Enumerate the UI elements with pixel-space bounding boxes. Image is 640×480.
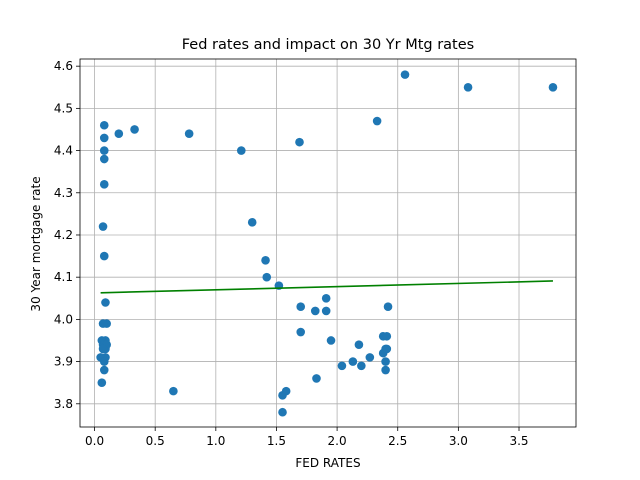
data-point (348, 357, 358, 366)
x-tick-label: 2.5 (388, 434, 407, 448)
plot-frame (79, 58, 577, 428)
y-tick-label: 4.2 (54, 228, 73, 242)
data-point (114, 129, 124, 138)
data-point (354, 340, 364, 350)
x-tick-label: 0.5 (146, 434, 165, 448)
data-point (98, 319, 108, 328)
data-point (382, 344, 392, 354)
data-point (261, 256, 270, 265)
data-point (99, 180, 109, 189)
data-point (295, 137, 304, 147)
data-point (381, 357, 390, 366)
data-point (97, 378, 107, 387)
data-point (321, 306, 331, 316)
data-point (383, 302, 393, 312)
y-axis-label: 30 Year mortgage rate (29, 176, 43, 311)
data-point (99, 146, 109, 155)
y-tick-label: 3.9 (54, 355, 73, 369)
data-point (99, 133, 109, 143)
data-point (326, 336, 336, 345)
data-point (463, 82, 473, 92)
data-point (337, 361, 347, 371)
data-point (262, 272, 272, 282)
data-point (98, 344, 108, 354)
y-axis-ticks: 3.8 3.9 4.0 4.1 4.2 4.3 4.4 4.5 4.6 (54, 59, 80, 411)
data-point (130, 125, 139, 134)
data-point (99, 154, 109, 164)
data-point (278, 407, 287, 417)
chart-title: Fed rates and impact on 30 Yr Mtg rates (182, 37, 474, 53)
data-point (99, 251, 109, 261)
data-point (99, 357, 109, 366)
data-point (281, 386, 291, 396)
x-tick-label: 2.0 (328, 434, 347, 448)
data-point (296, 327, 306, 337)
y-tick-label: 3.8 (54, 397, 73, 411)
data-point (382, 331, 392, 341)
data-point (99, 120, 109, 130)
x-tick-label: 3.5 (509, 434, 528, 448)
x-tick-label: 1.5 (267, 434, 286, 448)
data-point (296, 302, 306, 312)
y-tick-label: 4.5 (54, 101, 73, 115)
data-point (169, 386, 178, 396)
data-point (310, 306, 320, 316)
x-tick-label: 3.0 (449, 434, 468, 448)
y-tick-label: 4.3 (54, 186, 73, 200)
data-point (312, 374, 321, 383)
y-tick-label: 4.0 (54, 312, 73, 326)
data-points (96, 70, 558, 417)
grid-lines (80, 59, 576, 427)
y-tick-label: 4.6 (54, 59, 73, 73)
data-point (99, 365, 109, 375)
data-point (321, 293, 331, 303)
x-axis-ticks: 0.0 0.5 1.0 1.5 2.0 2.5 3.0 3.5 (85, 427, 529, 448)
x-tick-label: 0.0 (85, 434, 104, 448)
x-tick-label: 1.0 (206, 434, 225, 448)
data-point (372, 116, 382, 126)
x-axis-label: FED RATES (295, 456, 360, 470)
y-tick-label: 4.4 (54, 144, 73, 158)
trend-line-path (100, 280, 553, 294)
data-point (400, 70, 410, 79)
data-point (357, 361, 366, 371)
data-point (236, 146, 246, 155)
trend-line (100, 280, 553, 294)
y-tick-label: 4.1 (54, 270, 73, 284)
data-point (365, 353, 375, 362)
data-point (98, 222, 108, 231)
data-point (101, 298, 110, 307)
data-point (184, 129, 194, 138)
data-point (381, 365, 390, 375)
data-point (548, 82, 558, 92)
data-point (247, 218, 257, 227)
